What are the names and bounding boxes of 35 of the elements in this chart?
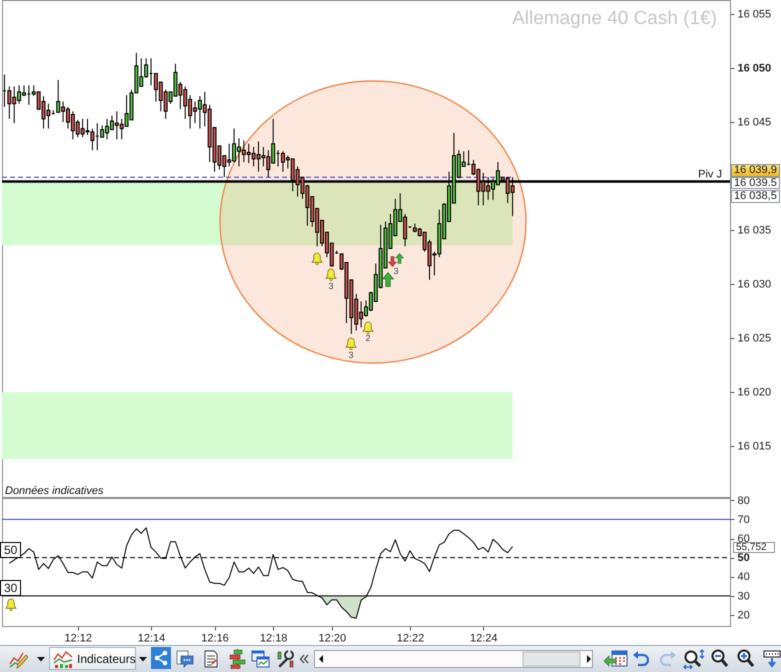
button: Indicateurs — [49, 647, 136, 670]
x-tick-label: 12:14 — [138, 632, 166, 644]
y-tick-label: 40 — [738, 571, 750, 584]
x-tick-label: 12:24 — [470, 632, 498, 644]
text: 16 039.5 — [731, 177, 780, 189]
chart-title: Allemagne 40 Cash (1€) — [512, 8, 717, 29]
ref-line-label: Piv J — [698, 168, 722, 181]
x-tick-label: 12:16 — [201, 632, 229, 644]
y-tick-label: 16 055 — [738, 8, 772, 21]
y-tick-label: 16 030 — [738, 278, 772, 291]
y-tick-label: 16 045 — [738, 116, 772, 129]
y-tick-label: 30 — [738, 590, 750, 602]
y-tick-label: 20 — [738, 609, 750, 622]
ref-line-label: 50 — [0, 542, 22, 558]
text: 55,752 — [733, 542, 775, 552]
y-tick-label: 16 050 — [738, 62, 772, 75]
x-tick-label: 12:12 — [64, 632, 92, 644]
annotation: 3 — [393, 266, 398, 276]
annotation: 3 — [348, 350, 354, 360]
x-tick-label: 12:20 — [318, 632, 346, 644]
y-tick-label: 80 — [738, 494, 750, 507]
annotation: Données indicatives — [5, 484, 104, 498]
x-tick-label: 12:22 — [396, 632, 424, 644]
annotation: 2 — [365, 333, 370, 343]
y-tick-label: 50 — [738, 552, 750, 564]
text: 16 039,9 — [731, 164, 780, 176]
y-tick-label: 16 025 — [738, 332, 772, 345]
y-tick-label: 70 — [738, 514, 750, 526]
y-tick-label: 16 020 — [738, 386, 772, 399]
text: 16 038,5 — [731, 190, 780, 203]
y-tick-label: 16 015 — [738, 440, 772, 453]
annotation: 3 — [328, 281, 334, 291]
y-tick-label: 16 035 — [738, 224, 772, 237]
x-tick-label: 12:18 — [260, 632, 288, 644]
ref-line-label: 30 — [0, 580, 22, 596]
